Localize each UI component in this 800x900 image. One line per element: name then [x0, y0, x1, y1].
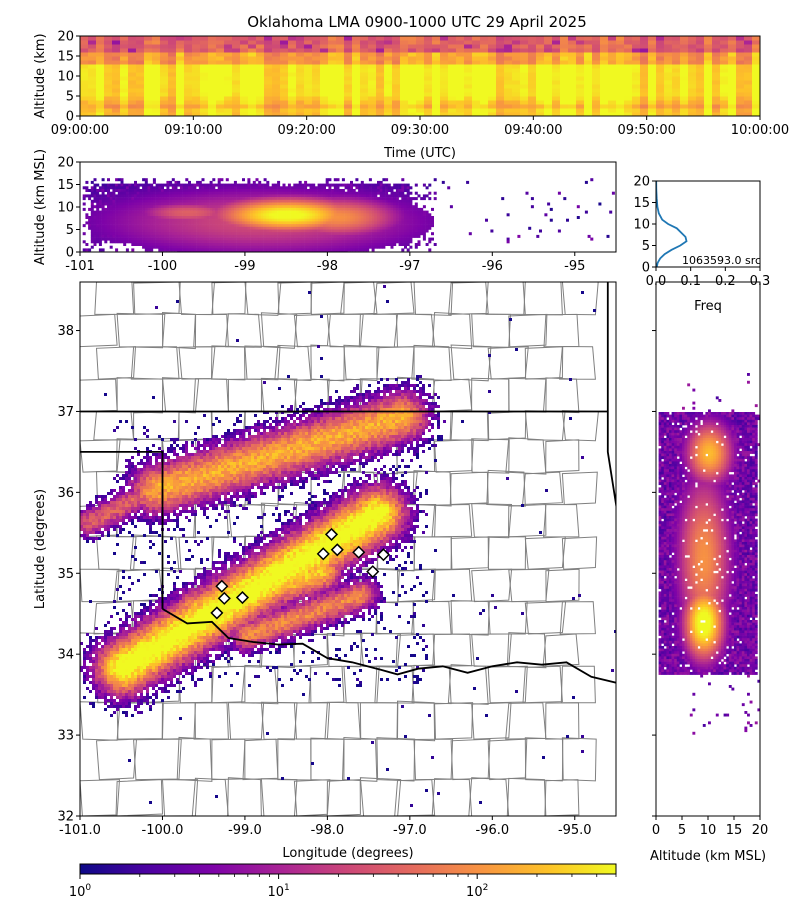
time-height-ytick: 0 — [66, 110, 74, 125]
alt-freq-ytick: 15 — [633, 196, 650, 211]
time-height-xlabel: Time (UTC) — [383, 146, 456, 161]
lon-alt-xtick: -96 — [482, 259, 503, 274]
time-height-xtick: 09:50:00 — [617, 123, 675, 138]
alt-freq-xlabel: Freq — [694, 299, 722, 314]
colorbar-tick: 101 — [267, 883, 289, 900]
altitude-frequency-line — [656, 181, 688, 267]
time-height-xtick: 09:20:00 — [277, 123, 335, 138]
time-height-ytick: 20 — [57, 30, 74, 45]
plan-view-xtick: -100.0 — [142, 823, 184, 838]
station-marker — [235, 590, 250, 605]
station-marker — [330, 543, 344, 557]
plan-view-xtick: -98.0 — [311, 823, 345, 838]
source-count-annotation: 1063593.0 src — [682, 254, 761, 267]
station-marker — [215, 579, 229, 593]
lon-alt-ytick: 5 — [66, 223, 74, 238]
alt-lat-xtick: 15 — [726, 823, 743, 838]
station-marker — [352, 545, 366, 559]
plan-view-xtick: -97.0 — [393, 823, 427, 838]
station-marker — [376, 548, 391, 562]
plan-view-xtick: -101.0 — [59, 823, 101, 838]
plan-view-xlabel: Longitude (degrees) — [282, 846, 413, 861]
colorbar-gradient — [79, 863, 617, 875]
alt-freq-ytick: 5 — [642, 239, 650, 254]
lon-alt-panel: -101 -100 -99 -98 -97 -96 -95 0 5 10 15 20 Altitude… — [33, 149, 617, 274]
lon-alt-xtick: -95 — [564, 259, 585, 274]
time-height-xtick: 09:30:00 — [391, 123, 449, 138]
plan-view-ytick: 37 — [57, 405, 74, 420]
lon-alt-xtick: -100 — [148, 259, 178, 274]
lon-alt-ytick: 20 — [57, 156, 74, 171]
lon-alt-xtick: -101 — [65, 259, 95, 274]
lon-alt-xtick: -97 — [399, 259, 420, 274]
colorbar: 100 101 102 — [69, 863, 617, 900]
colorbar-tick: 100 — [69, 883, 92, 900]
time-height-xtick: 09:00:00 — [51, 123, 109, 138]
alt-lat-xtick: 10 — [700, 823, 717, 838]
plan-view-ytick: 34 — [57, 648, 74, 663]
alt-lat-xtick: 5 — [678, 823, 686, 838]
lon-alt-ylabel: Altitude (km MSL) — [33, 149, 48, 265]
colorbar-tick: 102 — [466, 883, 488, 900]
alt-freq-ytick: 10 — [633, 218, 650, 233]
lon-alt-ytick: 10 — [57, 201, 74, 216]
alt-lat-xtick: 20 — [752, 823, 769, 838]
alt-lat-xtick: 0 — [652, 823, 660, 838]
plan-view-xtick: -96.0 — [475, 823, 509, 838]
alt-lat-xlabel: Altitude (km MSL) — [650, 849, 766, 864]
plan-view-panel: -101.0 -100.0 -99.0 -98.0 -97.0 -96.0 -95.0 32 3… — [33, 281, 617, 861]
plan-view-ytick: 35 — [57, 567, 74, 582]
time-height-ylabel: Altitude (km) — [33, 33, 48, 118]
time-height-xtick: 10:00:00 — [731, 123, 789, 138]
plan-view-xtick: -99.0 — [228, 823, 262, 838]
time-height-xtick: 09:40:00 — [504, 123, 562, 138]
plan-view-ytick: 32 — [57, 810, 74, 825]
plan-view-ytick: 36 — [57, 486, 74, 501]
lon-alt-xtick: -98 — [317, 259, 338, 274]
station-marker — [366, 565, 380, 579]
alt-freq-ytick: 20 — [633, 175, 650, 190]
station-marker — [217, 591, 231, 605]
plan-view-ytick: 38 — [57, 324, 74, 339]
lon-alt-ytick: 15 — [57, 178, 74, 193]
plan-view-sources — [80, 285, 616, 807]
plan-view-ytick: 33 — [57, 729, 74, 744]
time-height-ytick: 15 — [57, 50, 74, 65]
lon-alt-xtick: -99 — [234, 259, 255, 274]
state-boundaries — [80, 282, 616, 684]
plan-view-xtick: -95.0 — [558, 823, 592, 838]
time-height-xtick: 09:10:00 — [164, 123, 222, 138]
station-marker — [210, 606, 224, 620]
alt-lat-panel: 0 5 10 15 20 Altitude (km MSL) — [650, 281, 769, 864]
time-height-ytick: 5 — [66, 90, 74, 105]
station-marker — [316, 547, 330, 561]
plan-view-ylabel: Latitude (degrees) — [33, 489, 48, 609]
station-marker — [324, 527, 339, 541]
alt-freq-ytick: 0 — [642, 261, 650, 276]
time-height-ytick: 10 — [57, 70, 74, 85]
lon-alt-ytick: 0 — [66, 246, 74, 261]
figure-title: Oklahoma LMA 0900-1000 UTC 29 April 2025 — [247, 13, 587, 31]
time-height-panel: 09:00:00 09:10:00 09:20:00 09:30:00 09:40:00… — [33, 30, 789, 162]
